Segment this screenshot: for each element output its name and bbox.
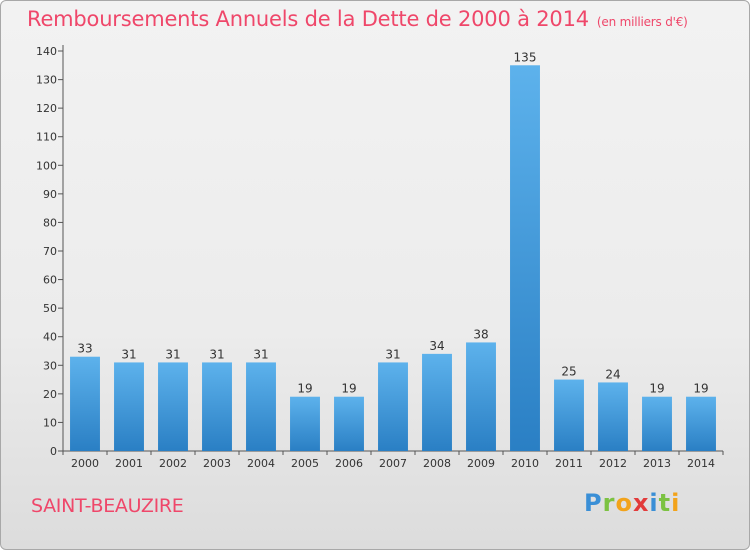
bar [70, 356, 100, 451]
data-label: 31 [165, 347, 180, 361]
data-label: 33 [77, 342, 92, 356]
chart-title: Remboursements Annuels de la Dette de 20… [27, 7, 688, 31]
data-label: 31 [121, 347, 136, 361]
data-label: 25 [561, 365, 576, 379]
chart-axes: 0 10 20 30 40 50 60 70 80 90 100 110 120 130 140 2000 20… [36, 45, 724, 470]
x-tick-label: 2011 [555, 457, 583, 470]
bar [598, 382, 628, 451]
bar [114, 362, 144, 451]
x-tick-label: 2014 [687, 457, 715, 470]
data-label: 19 [297, 382, 312, 396]
bar [554, 379, 584, 451]
x-tick-label: 2000 [71, 457, 99, 470]
bar [378, 362, 408, 451]
data-label: 19 [341, 382, 356, 396]
y-tick-label: 70 [43, 245, 57, 258]
y-tick-label: 30 [43, 359, 57, 372]
y-tick-label: 10 [43, 416, 57, 429]
y-tick-label: 60 [43, 274, 57, 287]
y-tick-label: 0 [50, 445, 57, 458]
data-label: 31 [209, 347, 224, 361]
x-tick-label: 2009 [467, 457, 495, 470]
commune-name: SAINT-BEAUZIRE [31, 495, 184, 517]
x-tick-label: 2006 [335, 457, 363, 470]
y-tick-label: 90 [43, 188, 57, 201]
chart-bars: 33 31 31 31 31 19 19 31 34 38 135 25 24 19 19 [70, 50, 716, 452]
x-tick-label: 2012 [599, 457, 627, 470]
bar [290, 396, 320, 451]
bar [466, 342, 496, 451]
data-label: 31 [385, 347, 400, 361]
chart-title-text: Remboursements Annuels de la Dette de 20… [27, 7, 589, 31]
y-tick-label: 20 [43, 388, 57, 401]
x-tick-label: 2003 [203, 457, 231, 470]
x-tick-label: 2005 [291, 457, 319, 470]
y-tick-label: 120 [36, 102, 57, 115]
y-tick-label: 130 [36, 74, 57, 87]
bar [158, 362, 188, 451]
bar [202, 362, 232, 451]
chart-title-unit: (en milliers d'€) [596, 15, 688, 29]
data-label: 34 [429, 339, 444, 353]
x-tick-label: 2013 [643, 457, 671, 470]
data-label: 31 [253, 347, 268, 361]
data-label: 24 [605, 367, 620, 381]
bar [510, 65, 540, 452]
y-tick-label: 140 [36, 45, 57, 58]
bar [246, 362, 276, 451]
data-label: 135 [514, 50, 537, 64]
x-tick-label: 2008 [423, 457, 451, 470]
y-tick-label: 50 [43, 302, 57, 315]
y-tick-label: 80 [43, 216, 57, 229]
y-tick-label: 40 [43, 331, 57, 344]
bar [642, 396, 672, 451]
data-label: 19 [649, 382, 664, 396]
bar [686, 396, 716, 451]
data-label: 38 [473, 327, 488, 341]
bar [334, 396, 364, 451]
bar [422, 353, 452, 451]
proxiti-logo: Proxiti [584, 489, 681, 517]
x-tick-label: 2010 [511, 457, 539, 470]
x-tick-label: 2001 [115, 457, 143, 470]
x-tick-label: 2007 [379, 457, 407, 470]
x-tick-label: 2002 [159, 457, 187, 470]
x-tick-label: 2004 [247, 457, 275, 470]
y-tick-label: 110 [36, 131, 57, 144]
y-tick-label: 100 [36, 159, 57, 172]
data-label: 19 [693, 382, 708, 396]
